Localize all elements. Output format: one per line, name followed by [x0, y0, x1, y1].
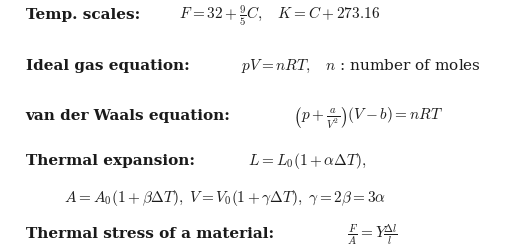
Text: $F = 32 + \frac{9}{5}C,\quad K = C + 273.16$: $F = 32 + \frac{9}{5}C,\quad K = C + 273… [175, 3, 380, 28]
Text: $\left(p + \frac{a}{V^2}\right)(V - b) = nRT$: $\left(p + \frac{a}{V^2}\right)(V - b) =… [289, 105, 443, 130]
Text: $L = L_0(1 + \alpha\Delta T),$: $L = L_0(1 + \alpha\Delta T),$ [244, 151, 366, 171]
Text: $\frac{F}{A} = Y\frac{\Delta l}{l}$: $\frac{F}{A} = Y\frac{\Delta l}{l}$ [343, 223, 398, 247]
Text: van der Waals equation:: van der Waals equation: [26, 109, 236, 123]
Text: Temp. scales:: Temp. scales: [26, 8, 145, 22]
Text: Thermal expansion:: Thermal expansion: [26, 154, 200, 168]
Text: $A = A_0(1 + \beta\Delta T),\ V = V_0(1 + \gamma\Delta T),\ \gamma = 2\beta = 3\: $A = A_0(1 + \beta\Delta T),\ V = V_0(1 … [26, 188, 386, 208]
Text: Thermal stress of a material:: Thermal stress of a material: [26, 227, 279, 242]
Text: Ideal gas equation:: Ideal gas equation: [26, 59, 195, 73]
Text: $pV = nRT,\quad n$ : number of moles: $pV = nRT,\quad n$ : number of moles [237, 58, 481, 75]
